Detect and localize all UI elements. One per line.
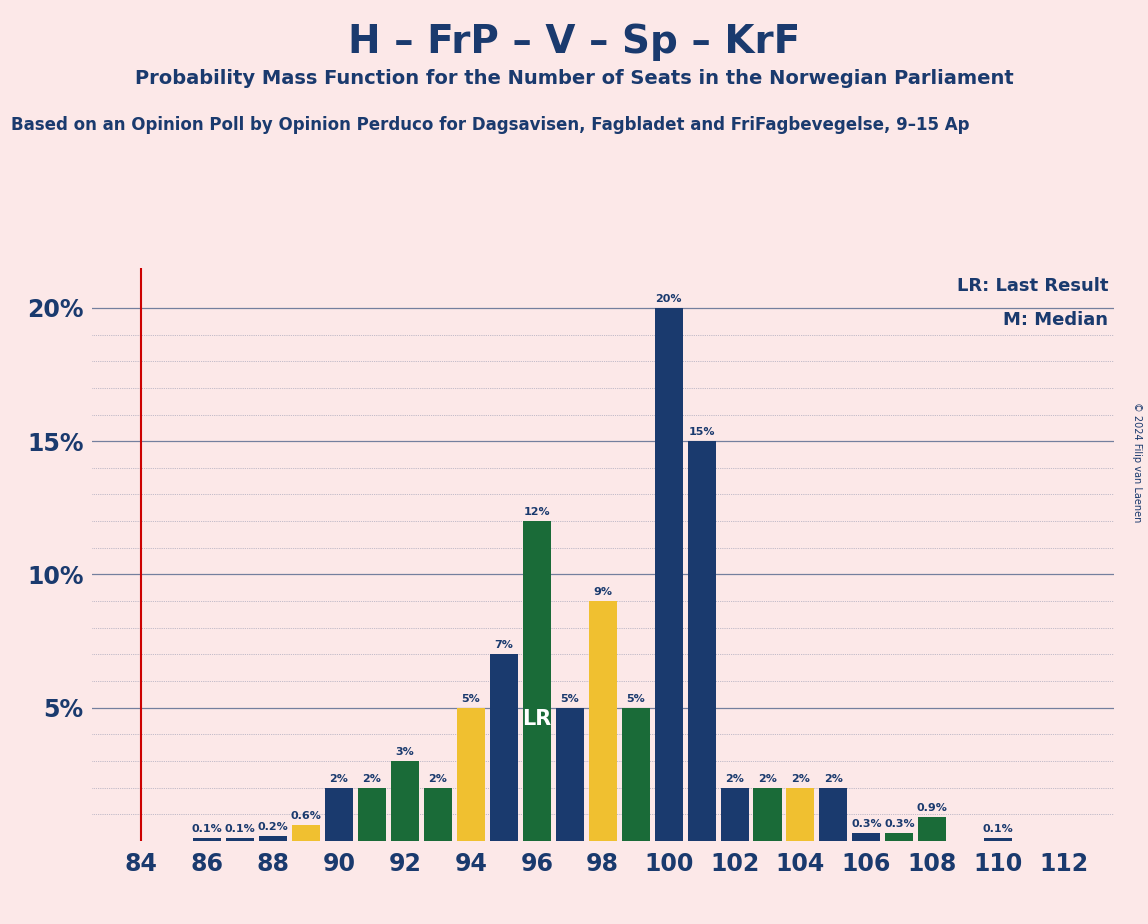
Text: 0.1%: 0.1% (225, 824, 256, 834)
Bar (852, 833, 881, 841)
Text: 2%: 2% (726, 773, 744, 784)
Text: LR: Last Result: LR: Last Result (957, 276, 1109, 295)
Text: 2%: 2% (363, 773, 381, 784)
Bar (654, 308, 683, 841)
Text: M: M (592, 706, 613, 726)
Text: 2%: 2% (428, 773, 448, 784)
Bar (259, 835, 287, 841)
Text: 20%: 20% (656, 294, 682, 304)
Text: 2%: 2% (824, 773, 843, 784)
Bar (358, 787, 386, 841)
Text: 9%: 9% (594, 587, 612, 597)
Text: © 2024 Filip van Laenen: © 2024 Filip van Laenen (1132, 402, 1142, 522)
Bar (193, 838, 222, 841)
Text: 7%: 7% (495, 640, 513, 650)
Bar (984, 838, 1013, 841)
Text: 0.2%: 0.2% (258, 821, 288, 832)
Text: 12%: 12% (523, 507, 550, 517)
Bar (688, 441, 715, 841)
Text: 2%: 2% (329, 773, 349, 784)
Bar (786, 787, 814, 841)
Text: 0.1%: 0.1% (983, 824, 1014, 834)
Bar (918, 817, 946, 841)
Bar (325, 787, 354, 841)
Bar (556, 708, 583, 841)
Text: LR: LR (522, 710, 551, 729)
Bar (490, 654, 518, 841)
Text: 15%: 15% (689, 427, 715, 437)
Text: 2%: 2% (791, 773, 809, 784)
Bar (820, 787, 847, 841)
Text: 5%: 5% (461, 694, 480, 703)
Text: 0.6%: 0.6% (290, 811, 321, 821)
Bar (457, 708, 484, 841)
Text: 0.3%: 0.3% (851, 819, 882, 829)
Text: 0.3%: 0.3% (884, 819, 915, 829)
Bar (391, 760, 419, 841)
Text: 2%: 2% (758, 773, 777, 784)
Text: Based on an Opinion Poll by Opinion Perduco for Dagsavisen, Fagbladet and FriFag: Based on an Opinion Poll by Opinion Perd… (11, 116, 970, 133)
Bar (424, 787, 452, 841)
Bar (885, 833, 914, 841)
Bar (622, 708, 650, 841)
Bar (226, 838, 254, 841)
Bar (522, 521, 551, 841)
Text: Probability Mass Function for the Number of Seats in the Norwegian Parliament: Probability Mass Function for the Number… (134, 69, 1014, 89)
Text: M: Median: M: Median (1003, 310, 1109, 329)
Text: 5%: 5% (627, 694, 645, 703)
Bar (589, 601, 616, 841)
Text: 5%: 5% (560, 694, 579, 703)
Text: H – FrP – V – Sp – KrF: H – FrP – V – Sp – KrF (348, 23, 800, 61)
Text: 0.9%: 0.9% (917, 803, 948, 813)
Bar (292, 825, 320, 841)
Bar (753, 787, 782, 841)
Text: 3%: 3% (396, 747, 414, 757)
Text: 0.1%: 0.1% (192, 824, 223, 834)
Bar (721, 787, 748, 841)
